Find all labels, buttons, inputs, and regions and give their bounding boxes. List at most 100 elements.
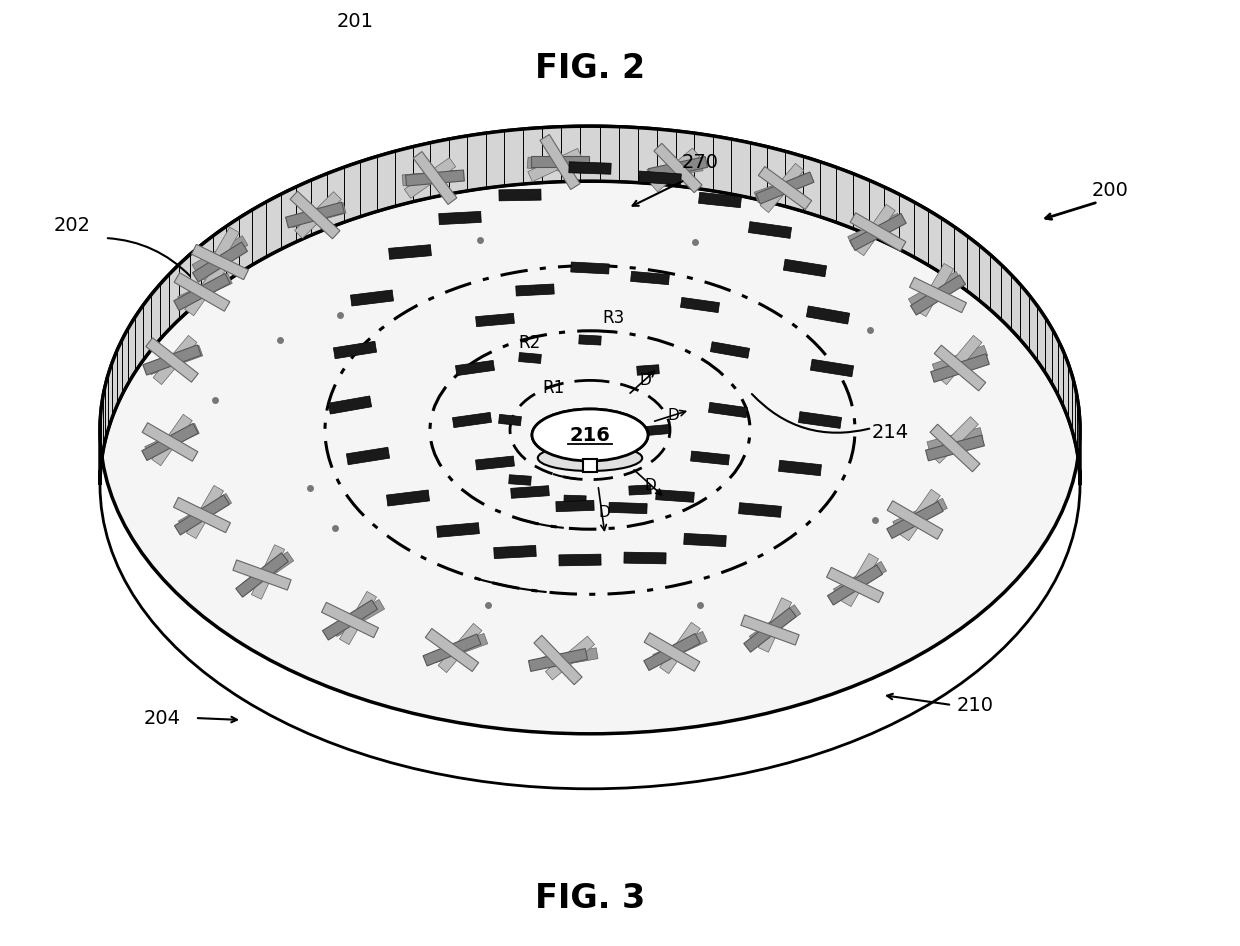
Polygon shape	[646, 425, 670, 435]
Polygon shape	[145, 424, 200, 457]
Bar	[583, 459, 596, 472]
Polygon shape	[624, 552, 666, 564]
Polygon shape	[851, 213, 906, 252]
Polygon shape	[893, 499, 947, 532]
Polygon shape	[143, 345, 201, 375]
Polygon shape	[174, 272, 229, 311]
Polygon shape	[925, 435, 985, 461]
Polygon shape	[388, 245, 432, 259]
Polygon shape	[153, 336, 197, 385]
Polygon shape	[192, 236, 248, 274]
Text: 214: 214	[872, 423, 909, 442]
Polygon shape	[939, 336, 982, 385]
Polygon shape	[413, 151, 456, 204]
Polygon shape	[518, 353, 542, 363]
Polygon shape	[827, 565, 883, 605]
Polygon shape	[542, 648, 598, 668]
Polygon shape	[564, 495, 587, 505]
Polygon shape	[754, 173, 810, 202]
Polygon shape	[900, 489, 940, 541]
Polygon shape	[290, 202, 346, 227]
Polygon shape	[784, 259, 827, 277]
Polygon shape	[334, 342, 377, 359]
Polygon shape	[649, 157, 708, 180]
Polygon shape	[528, 149, 583, 182]
Polygon shape	[934, 345, 986, 391]
Text: FIG. 2: FIG. 2	[534, 51, 645, 84]
Text: R1: R1	[542, 379, 564, 397]
Polygon shape	[854, 204, 895, 255]
Polygon shape	[579, 335, 601, 345]
Polygon shape	[433, 634, 487, 662]
Polygon shape	[148, 345, 202, 375]
Polygon shape	[556, 500, 594, 512]
Polygon shape	[233, 560, 291, 590]
Polygon shape	[833, 562, 887, 599]
Polygon shape	[652, 631, 707, 665]
Polygon shape	[653, 143, 702, 193]
Polygon shape	[887, 501, 944, 538]
Polygon shape	[285, 202, 345, 228]
Text: D: D	[598, 504, 610, 519]
Polygon shape	[629, 485, 651, 495]
Polygon shape	[683, 534, 727, 547]
Polygon shape	[909, 277, 966, 313]
Polygon shape	[756, 172, 813, 204]
Polygon shape	[528, 649, 588, 672]
Polygon shape	[498, 414, 521, 426]
Polygon shape	[644, 634, 701, 671]
Polygon shape	[647, 160, 703, 180]
Polygon shape	[404, 158, 455, 199]
Polygon shape	[179, 494, 232, 531]
Polygon shape	[346, 447, 389, 464]
Polygon shape	[453, 412, 491, 428]
Text: D: D	[639, 373, 651, 388]
Text: 210: 210	[956, 695, 993, 714]
Polygon shape	[351, 290, 393, 306]
Text: 201: 201	[336, 12, 373, 31]
Polygon shape	[636, 365, 660, 376]
Text: 216: 216	[569, 426, 610, 445]
Text: D: D	[667, 408, 678, 423]
Polygon shape	[191, 244, 248, 280]
Polygon shape	[539, 134, 580, 189]
Polygon shape	[740, 615, 799, 645]
Polygon shape	[476, 313, 515, 326]
Polygon shape	[691, 451, 729, 464]
Text: 202: 202	[53, 216, 91, 235]
Polygon shape	[242, 552, 294, 592]
Text: 200: 200	[1091, 181, 1128, 200]
Polygon shape	[455, 360, 495, 376]
Polygon shape	[739, 502, 781, 517]
Polygon shape	[932, 345, 988, 375]
Polygon shape	[916, 263, 954, 317]
Polygon shape	[340, 591, 377, 644]
Polygon shape	[527, 157, 583, 173]
Polygon shape	[201, 227, 239, 283]
Polygon shape	[631, 272, 670, 285]
Polygon shape	[931, 416, 978, 464]
Polygon shape	[174, 273, 231, 310]
Polygon shape	[387, 490, 429, 506]
Polygon shape	[151, 414, 192, 465]
Polygon shape	[656, 490, 694, 502]
Polygon shape	[192, 242, 248, 282]
Polygon shape	[559, 554, 601, 566]
Polygon shape	[931, 354, 990, 382]
Polygon shape	[331, 600, 384, 637]
Ellipse shape	[538, 445, 642, 471]
Polygon shape	[177, 273, 232, 307]
Polygon shape	[651, 149, 699, 192]
Polygon shape	[744, 608, 796, 652]
Polygon shape	[609, 502, 647, 514]
Polygon shape	[146, 338, 198, 382]
Polygon shape	[476, 456, 515, 470]
Polygon shape	[909, 272, 961, 308]
Polygon shape	[516, 284, 554, 296]
Ellipse shape	[532, 409, 649, 461]
Polygon shape	[322, 600, 377, 640]
Polygon shape	[252, 545, 285, 599]
Polygon shape	[708, 402, 748, 417]
Text: R3: R3	[601, 308, 624, 326]
Polygon shape	[423, 634, 481, 666]
